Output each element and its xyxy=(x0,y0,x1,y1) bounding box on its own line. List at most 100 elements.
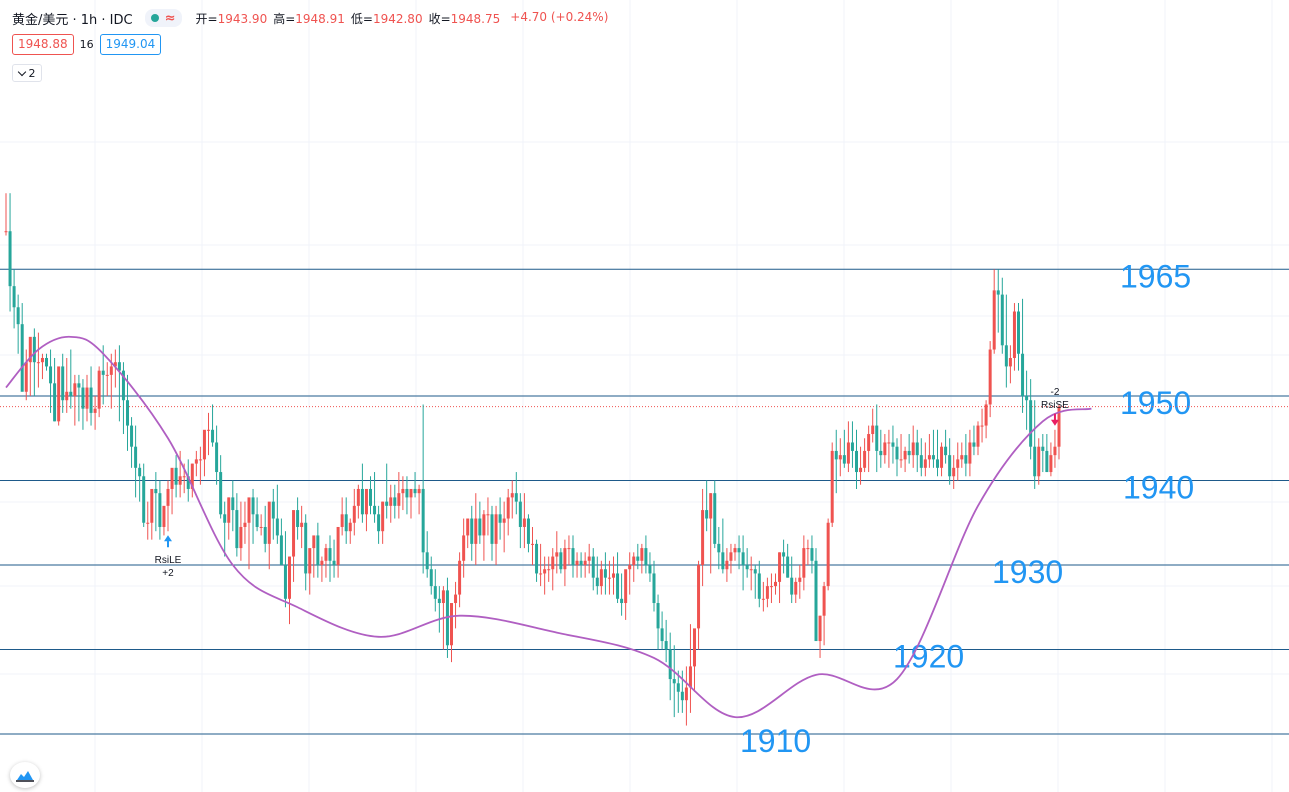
candle-body xyxy=(1049,455,1053,473)
candle xyxy=(693,628,696,692)
candle xyxy=(612,556,615,595)
candle-body xyxy=(996,290,1000,295)
candle-body xyxy=(1045,450,1049,473)
candle-body xyxy=(308,548,312,574)
candle xyxy=(360,463,364,523)
candle-body xyxy=(1041,446,1045,451)
candle-body xyxy=(425,552,429,570)
candle-body xyxy=(684,687,688,701)
candle xyxy=(980,408,984,443)
candle xyxy=(308,548,312,595)
candle xyxy=(1037,438,1041,485)
candle-body xyxy=(871,425,875,435)
candle xyxy=(948,438,952,485)
candle-body xyxy=(113,362,117,367)
candle xyxy=(498,497,502,540)
indicators-toggle-button[interactable]: 2 xyxy=(12,64,42,82)
candle-body xyxy=(470,518,474,544)
candle xyxy=(547,556,551,582)
candle xyxy=(883,434,887,464)
candle-body xyxy=(316,535,320,565)
candle xyxy=(259,514,263,536)
candle xyxy=(409,488,413,519)
open-label: 开= xyxy=(195,11,218,26)
candle-body xyxy=(53,383,57,422)
candle-body xyxy=(215,442,219,473)
candle xyxy=(352,488,356,536)
tradingview-logo-button[interactable] xyxy=(10,762,40,788)
candle-body xyxy=(146,522,150,524)
buy-price-button[interactable]: 1949.04 xyxy=(99,34,162,55)
candle-body xyxy=(126,400,129,426)
candle-body xyxy=(535,543,539,574)
candle-body xyxy=(61,366,65,401)
candle-body xyxy=(490,514,494,544)
candle-body xyxy=(838,455,842,460)
candle-body xyxy=(980,425,984,427)
candle xyxy=(915,429,919,473)
candle xyxy=(936,429,939,477)
candle xyxy=(571,535,575,578)
candle-body xyxy=(984,404,988,426)
candle-body xyxy=(389,497,393,506)
candle-body xyxy=(397,493,401,506)
cloud-logo-icon xyxy=(16,771,34,782)
candle-body xyxy=(940,446,944,468)
candle xyxy=(344,497,348,544)
candle xyxy=(535,539,539,582)
candle xyxy=(607,560,611,595)
candle xyxy=(737,535,741,570)
candle-body xyxy=(312,535,316,549)
candle-body xyxy=(81,387,85,409)
candle xyxy=(126,374,129,451)
candle-body xyxy=(1037,446,1041,477)
candle xyxy=(437,586,441,633)
candle-body xyxy=(960,455,964,460)
candle xyxy=(1025,370,1029,430)
candle xyxy=(381,501,385,544)
candle-body xyxy=(356,488,360,506)
candle-body xyxy=(555,552,559,557)
candle-body xyxy=(911,442,915,456)
candle-body xyxy=(336,526,340,565)
candle-body xyxy=(502,518,506,523)
market-status-pill[interactable]: ≈ xyxy=(144,9,182,27)
candle-body xyxy=(36,362,40,364)
candle-body xyxy=(478,518,482,536)
candle-body xyxy=(782,552,786,557)
chart-legend-header: 黄金/美元 · 1h · IDC ≈ 开=1943.90 高=1948.91 低… xyxy=(12,8,608,28)
candle xyxy=(292,510,296,582)
candle-body xyxy=(130,425,134,447)
candle-body xyxy=(563,548,567,570)
candle-body xyxy=(364,488,368,515)
candle xyxy=(69,349,73,409)
candle xyxy=(587,543,591,574)
candle xyxy=(320,556,324,582)
candle-body xyxy=(579,560,583,565)
candle xyxy=(984,400,988,439)
candle-body xyxy=(352,505,356,523)
candle xyxy=(1057,404,1061,460)
candle-body xyxy=(931,455,935,460)
candle xyxy=(36,332,40,388)
candle xyxy=(373,472,377,523)
candle-body xyxy=(482,514,486,536)
candle-body xyxy=(369,488,372,506)
candle xyxy=(830,442,834,527)
candle xyxy=(1029,379,1033,460)
candle-body xyxy=(393,497,397,506)
candle-body xyxy=(117,362,121,371)
candle xyxy=(235,493,239,557)
candle-body xyxy=(518,501,522,527)
candle xyxy=(1045,434,1049,473)
candle xyxy=(97,366,101,418)
quote-row: 1948.88 16 1949.04 xyxy=(12,34,162,55)
candle xyxy=(952,455,956,489)
candle xyxy=(644,535,648,574)
candle-body xyxy=(4,231,8,233)
candle xyxy=(842,429,846,468)
candle xyxy=(826,518,830,591)
sell-price-button[interactable]: 1948.88 xyxy=(12,34,74,55)
symbol-title[interactable]: 黄金/美元 · 1h · IDC xyxy=(12,12,133,28)
